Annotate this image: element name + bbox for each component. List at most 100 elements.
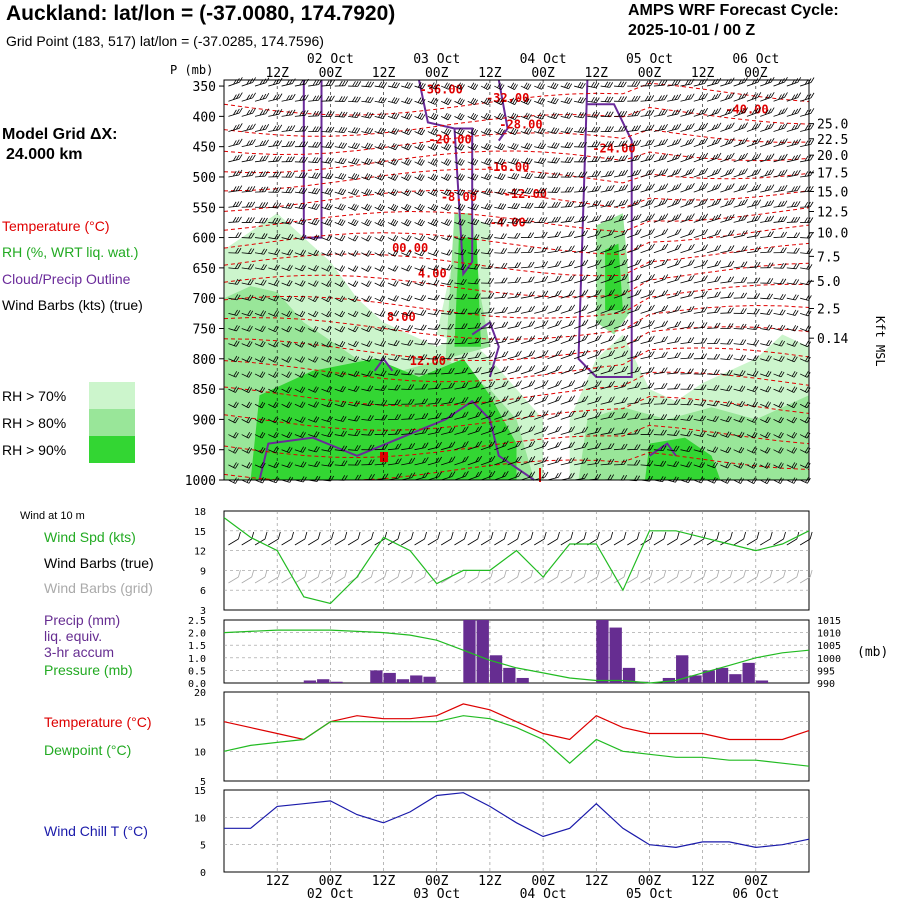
wind-barb-flag [637,412,641,419]
wind-barb-flag [287,249,291,255]
wind-barb-flag [755,339,760,346]
wind-barb-flag [461,205,466,211]
wind-barb-flag [236,294,241,301]
wind-barb-flag [341,475,346,481]
wind-barb-flag [558,349,562,356]
wind-barb-flag [262,280,267,286]
wind-barb-flag [581,305,586,311]
wind-barb-flag [435,457,440,463]
wind-barb-flag [704,228,709,235]
wind-barb-flag [650,153,655,160]
wind-barb [720,464,728,469]
wind-barb-flag [743,230,748,236]
wind-barb-flag [757,199,762,205]
wind-barb-flag [543,231,548,238]
wind-barb-flag [780,247,785,253]
wind-barb-flag [342,174,347,180]
wind-barb-flag [730,214,735,220]
wind-barb [268,464,277,469]
wind-barb-flag [444,218,448,225]
wind-barb-flag [766,463,771,469]
wind-barb-flag [393,143,397,150]
wind-barb-flag [326,386,331,392]
wind-barb-flag [581,260,586,266]
wind-barb-flag [553,142,558,149]
grid-wind-barb [361,576,372,584]
wind-barb-flag [691,213,695,219]
wind-barb-flag [490,263,494,269]
wind-barb-flag [488,159,492,166]
wind-barb [387,448,399,451]
wind-barb-flag [235,185,240,192]
wind-barb-flag [738,124,742,131]
wind-barb-flag [558,319,562,326]
wind-barb-flag [714,307,718,313]
wind-barb-flag [645,185,649,191]
wind-barb-flag [235,356,240,363]
wind-barb-flag [272,386,277,392]
wind-barb-flag [570,171,574,178]
precip-bar [330,681,343,683]
wind-barb-flag [380,340,384,346]
wind-barb [520,325,532,329]
wind-barb [507,385,519,390]
wind-barb-flag [555,411,559,417]
wind-barb [799,358,808,363]
wind-barb [348,449,358,451]
wind-barb-flag [593,111,598,118]
wind-barb-flag [265,139,269,146]
wind-barb-flag [460,249,464,255]
wind-barb-flag [624,214,629,220]
wind-barb [361,434,371,436]
surface-wind-barb-flag [597,531,600,540]
surface-wind-barb [773,538,784,546]
wind-barb-flag [524,142,528,149]
wind-barb-flag [577,111,582,118]
wind-barb-flag [607,141,612,147]
surface-wind-barb [720,538,731,546]
wind-barb [414,237,422,242]
wind-barb-flag [691,198,695,204]
wind-barb-flag [488,471,493,478]
wind-barb-flag [623,110,628,117]
wind-barb-flag [417,173,422,179]
wind-barb-flag [404,158,408,164]
wind-barb-flag [623,81,627,88]
wind-barb-flag [779,293,784,300]
wind-barb-flag [621,185,626,191]
wind-barb-flag [591,141,596,147]
wind-barb-flag [391,112,395,118]
wind-barb [268,252,277,256]
wind-barb [786,328,796,332]
wind-barb-flag [584,473,588,479]
wind-barb-flag [473,219,477,225]
surface-wind-barb [467,538,478,546]
wind-barb [773,373,782,378]
wind-barb-flag [794,139,799,145]
wind-barb-flag [754,169,759,175]
wind-barb [308,328,316,333]
wind-barb-flag [501,277,505,284]
wind-barb-flag [551,127,555,133]
wind-barb-flag [658,215,663,221]
wind-barb-flag [531,471,536,477]
wind-barb-flag [581,245,586,252]
wind-barb-flag [448,220,452,226]
wind-barb [361,328,369,332]
wind-barb-flag [784,107,788,113]
wind-barb [228,373,236,378]
wind-barb-flag [711,200,716,206]
wind-barb-flag [312,80,317,86]
wind-barb-flag [637,258,642,265]
surface-wind-barb-flag [530,531,534,540]
wind-barb-flag [541,291,546,297]
wind-barb [241,464,249,469]
wind-barb [707,388,717,391]
wind-barb [268,419,276,424]
wind-barb-flag [514,277,519,283]
surface-wind-barb-flag [331,531,334,540]
wind-barb-flag [259,94,264,101]
wind-barb-flag [611,319,615,325]
wind-barb-flag [301,125,306,132]
